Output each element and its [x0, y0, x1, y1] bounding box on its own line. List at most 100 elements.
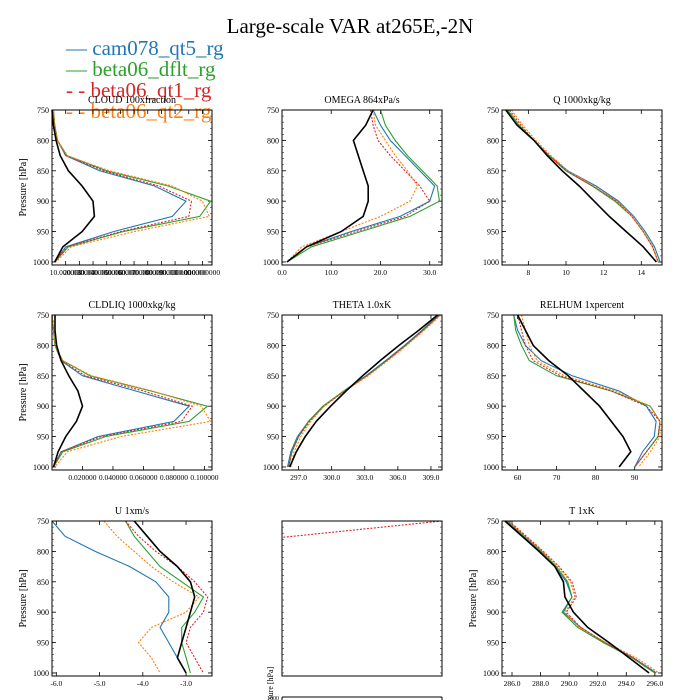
- series-line: [51, 314, 209, 468]
- x-tick-label: 40.000000: [91, 268, 123, 277]
- x-tick-label: 50.000000: [104, 268, 136, 277]
- y-tick-label: 750: [37, 517, 49, 526]
- x-tick-label: 70: [553, 473, 561, 482]
- panel-title: RELHUM 1xpercent: [540, 300, 624, 311]
- y-tick-label: 1000: [33, 258, 49, 267]
- x-tick-label: 70.000000: [132, 268, 164, 277]
- x-tick-label: 290.0: [561, 679, 578, 688]
- legend: — cam078_qt5_rg — beta06_dflt_rg - - bet…: [66, 38, 224, 122]
- series-line: [510, 109, 659, 263]
- y-tick-label: 1000: [483, 463, 499, 472]
- y-tick-label: 750: [487, 106, 499, 115]
- series-line: [286, 109, 436, 263]
- y-tick-label: 800: [267, 136, 279, 145]
- x-tick-label: 20.000000: [63, 268, 95, 277]
- series-line: [125, 520, 205, 674]
- series-line: [286, 109, 374, 263]
- y-tick-label: 800: [487, 547, 499, 556]
- y-tick-label: 850: [487, 372, 499, 381]
- y-axis-label: Pressure [hPa]: [18, 158, 29, 216]
- x-tick-label: 10.0: [325, 268, 338, 277]
- x-tick-label: 80.000000: [145, 268, 177, 277]
- series-line: [52, 109, 211, 263]
- y-tick-label: 800: [487, 341, 499, 350]
- x-tick-label: 303.0: [356, 473, 373, 482]
- x-tick-label: 30.000000: [77, 268, 109, 277]
- x-tick-label: 100.000000: [171, 268, 207, 277]
- panel-title: U 1xm/s: [115, 506, 149, 517]
- y-tick-label: 950: [487, 433, 499, 442]
- y-tick-label: 950: [267, 433, 279, 442]
- y-axis-label: Pressure [hPa]: [18, 363, 29, 421]
- y-axis-label: Pressure [hPa]: [18, 569, 29, 627]
- y-axis-label: Pressure [hPa]: [468, 569, 479, 627]
- y-tick-label: 950: [37, 433, 49, 442]
- panel-title: CLDLIQ 1000xkg/kg: [89, 300, 176, 311]
- series-line: [516, 314, 632, 468]
- x-tick-label: 12: [600, 268, 608, 277]
- x-tick-label: 0.040000: [99, 473, 127, 482]
- y-tick-label: 850: [267, 167, 279, 176]
- panel-frame: [501, 520, 663, 677]
- y-tick-label: 900: [487, 402, 499, 411]
- y-tick-label: 950: [487, 228, 499, 237]
- x-tick-label: 0.080000: [160, 473, 188, 482]
- y-tick-label: 900: [37, 402, 49, 411]
- x-tick-label: 288.0: [532, 679, 549, 688]
- panel-frame: [501, 314, 663, 471]
- panel-frame: [51, 109, 213, 266]
- panel-frame: [51, 314, 213, 471]
- series-line: [133, 520, 196, 674]
- y-tick-label: 850: [37, 167, 49, 176]
- series-line: [125, 520, 209, 674]
- y-tick-label: 750: [267, 106, 279, 115]
- series-line: [52, 315, 84, 468]
- series-line: [286, 314, 440, 468]
- series-line: [520, 314, 661, 468]
- panel-frame: [281, 314, 443, 471]
- series-line: [51, 314, 191, 468]
- y-tick-label: 750: [37, 106, 49, 115]
- series-line: [507, 520, 656, 674]
- legend-item-beta06-qt1-rg: - - beta06_qt1_rg: [66, 78, 212, 102]
- x-tick-label: -6.0: [50, 679, 62, 688]
- x-tick-label: 300.0: [323, 473, 340, 482]
- y-tick-label: 800: [37, 136, 49, 145]
- y-tick-label: 800: [267, 341, 279, 350]
- x-tick-label: 80: [592, 473, 600, 482]
- series-line: [288, 314, 439, 468]
- x-tick-label: 60.000000: [118, 268, 150, 277]
- panel-frame: [51, 520, 213, 677]
- series-line: [505, 520, 657, 674]
- series-line: [513, 314, 661, 468]
- y-tick-label: 900: [267, 197, 279, 206]
- series-line: [52, 109, 193, 263]
- x-tick-label: -5.0: [94, 679, 106, 688]
- y-tick-label: 1000: [483, 669, 499, 678]
- panel-title: T 1xK: [569, 506, 595, 517]
- series-line: [103, 520, 200, 674]
- y-tick-label: 950: [267, 228, 279, 237]
- x-tick-label: 306.0: [389, 473, 406, 482]
- y-tick-label: 900: [487, 197, 499, 206]
- panel-title: OMEGA 864xPa/s: [324, 95, 399, 106]
- y-tick-label: 1000: [33, 669, 49, 678]
- y-tick-label: 850: [37, 372, 49, 381]
- x-tick-label: 286.0: [504, 679, 521, 688]
- y-tick-label: 1000: [263, 258, 279, 267]
- x-tick-label: -3.0: [180, 679, 192, 688]
- panel-frame: [281, 109, 443, 266]
- y-tick-label: 900: [487, 608, 499, 617]
- y-tick-label: 900: [37, 608, 49, 617]
- x-tick-label: 0.0: [277, 268, 287, 277]
- series-line: [281, 520, 443, 538]
- y-tick-label: 950: [37, 639, 49, 648]
- series-line: [51, 314, 212, 468]
- series-line: [52, 109, 212, 263]
- x-tick-label: 60: [514, 473, 522, 482]
- panel-frame: [501, 109, 663, 266]
- y-tick-label: 800: [37, 547, 49, 556]
- stub-y-axis-label: Pressure [hPa]: [266, 666, 275, 700]
- figure-title: Large-scale VAR at265E,-2N: [226, 14, 474, 38]
